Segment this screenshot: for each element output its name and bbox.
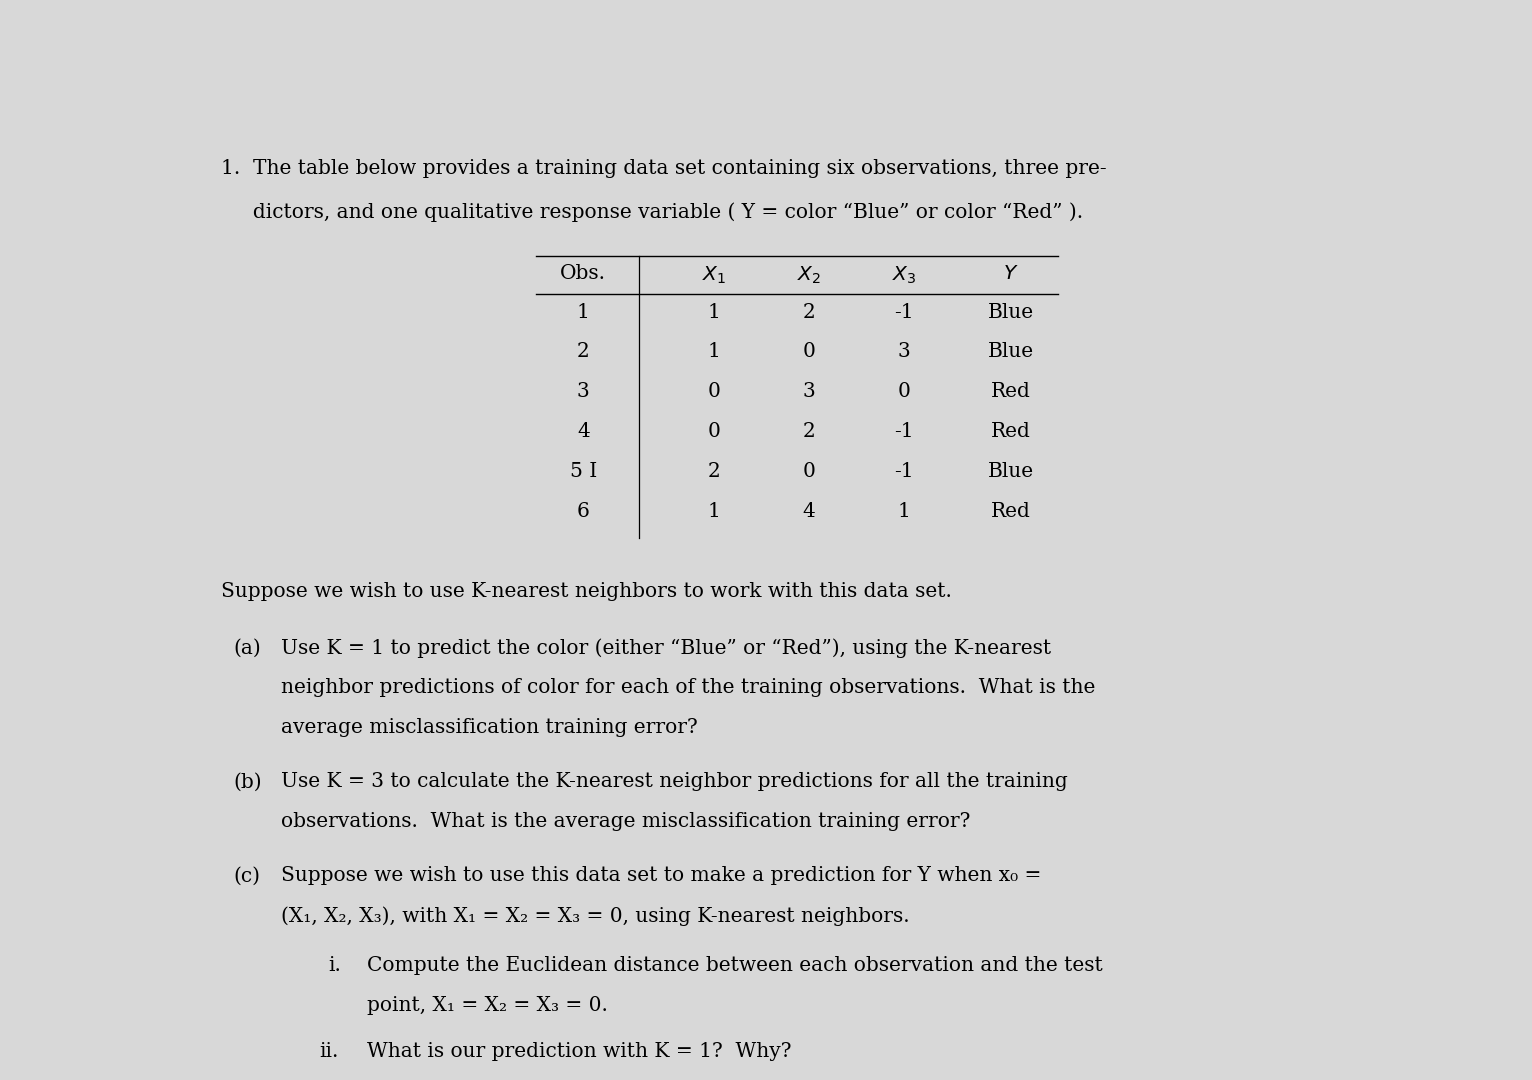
Text: 5 I: 5 I: [570, 462, 597, 482]
Text: 3: 3: [898, 342, 910, 362]
Text: 0: 0: [708, 382, 720, 402]
Text: point, X₁ = X₂ = X₃ = 0.: point, X₁ = X₂ = X₃ = 0.: [368, 996, 608, 1015]
Text: Suppose we wish to use this data set to make a prediction for Y when x₀ =: Suppose we wish to use this data set to …: [280, 866, 1040, 886]
Text: Red: Red: [991, 422, 1031, 442]
Text: 0: 0: [708, 422, 720, 442]
Text: 0: 0: [803, 342, 815, 362]
Text: Blue: Blue: [988, 302, 1034, 322]
Text: Blue: Blue: [988, 462, 1034, 482]
Text: (X₁, X₂, X₃), with X₁ = X₂ = X₃ = 0, using K-nearest neighbors.: (X₁, X₂, X₃), with X₁ = X₂ = X₃ = 0, usi…: [280, 906, 908, 926]
Text: Red: Red: [991, 382, 1031, 402]
Text: 2: 2: [803, 302, 815, 322]
Text: (c): (c): [233, 866, 260, 886]
Text: $X_2$: $X_2$: [797, 265, 821, 285]
Text: 4: 4: [578, 422, 590, 442]
Text: $Y$: $Y$: [1003, 265, 1019, 283]
Text: 1: 1: [578, 302, 590, 322]
Text: $X_3$: $X_3$: [892, 265, 916, 285]
Text: average misclassification training error?: average misclassification training error…: [280, 718, 697, 738]
Text: 1: 1: [708, 502, 720, 522]
Text: 3: 3: [803, 382, 815, 402]
Text: 1: 1: [708, 302, 720, 322]
Text: 1: 1: [898, 502, 910, 522]
Text: 0: 0: [803, 462, 815, 482]
Text: ii.: ii.: [320, 1042, 339, 1061]
Text: Suppose we wish to use K-nearest neighbors to work with this data set.: Suppose we wish to use K-nearest neighbo…: [221, 582, 951, 600]
Text: 4: 4: [803, 502, 815, 522]
Text: 6: 6: [578, 502, 590, 522]
Text: 1: 1: [708, 342, 720, 362]
Text: (a): (a): [233, 638, 260, 658]
Text: Red: Red: [991, 502, 1031, 522]
Text: 2: 2: [708, 462, 720, 482]
Text: neighbor predictions of color for each of the training observations.  What is th: neighbor predictions of color for each o…: [280, 678, 1095, 698]
Text: -1: -1: [895, 302, 913, 322]
Text: 2: 2: [803, 422, 815, 442]
Text: 2: 2: [578, 342, 590, 362]
Text: Blue: Blue: [988, 342, 1034, 362]
Text: Obs.: Obs.: [561, 265, 607, 283]
Text: 0: 0: [898, 382, 910, 402]
Text: dictors, and one qualitative response variable ( Y = color “Blue” or color “Red”: dictors, and one qualitative response va…: [221, 202, 1083, 221]
Text: Use K = 3 to calculate the K-nearest neighbor predictions for all the training: Use K = 3 to calculate the K-nearest nei…: [280, 772, 1068, 792]
Text: Use K = 1 to predict the color (either “Blue” or “Red”), using the K-nearest: Use K = 1 to predict the color (either “…: [280, 638, 1051, 658]
Text: 1.  The table below provides a training data set containing six observations, th: 1. The table below provides a training d…: [221, 159, 1106, 178]
Text: What is our prediction with K = 1?  Why?: What is our prediction with K = 1? Why?: [368, 1042, 792, 1061]
Text: i.: i.: [328, 956, 342, 975]
Text: -1: -1: [895, 422, 913, 442]
Text: -1: -1: [895, 462, 913, 482]
Text: (b): (b): [233, 772, 262, 792]
Text: observations.  What is the average misclassification training error?: observations. What is the average miscla…: [280, 812, 970, 832]
Text: 3: 3: [578, 382, 590, 402]
Text: $X_1$: $X_1$: [702, 265, 726, 285]
Text: Compute the Euclidean distance between each observation and the test: Compute the Euclidean distance between e…: [368, 956, 1103, 975]
